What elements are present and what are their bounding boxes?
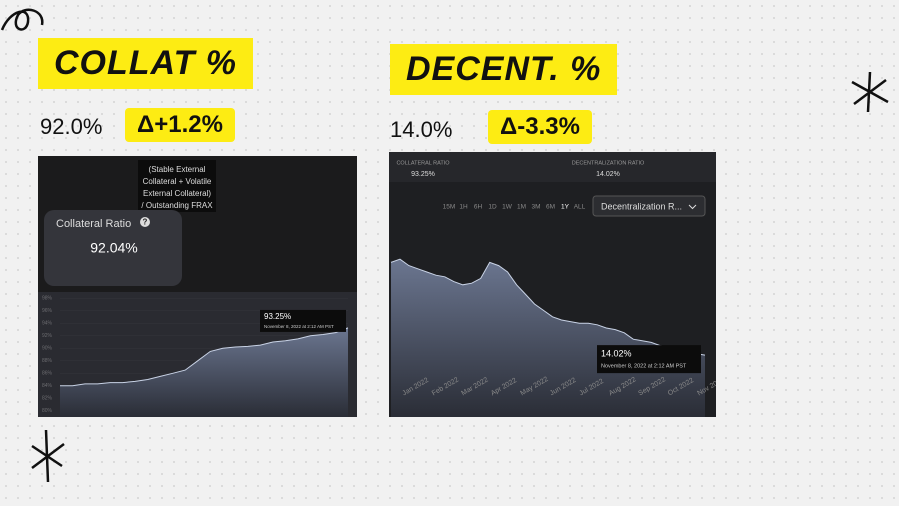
delta: Δ+1.2% [125, 108, 235, 142]
value: 92.0% [40, 114, 103, 139]
range-button[interactable]: 3M [531, 204, 540, 211]
y-tick-label: 82% [42, 396, 53, 402]
hover-box [260, 309, 346, 332]
tooltip-box [138, 160, 216, 212]
chart-screenshot: COLLATERAL RATIO 93.25% DECENTRALIZATION R… [389, 152, 716, 417]
y-tick-label: 88% [42, 358, 53, 364]
heading: COLLAT % [38, 38, 254, 89]
dropdown[interactable] [592, 195, 706, 217]
y-tick-label: 86% [42, 371, 53, 377]
range-button[interactable]: 1Y [561, 204, 570, 211]
star-doodle [31, 429, 65, 483]
range-button[interactable]: 1W [502, 204, 513, 211]
area-fill [60, 327, 348, 417]
card-value: 92.04% [90, 240, 137, 256]
y-tick-label: 96% [42, 308, 53, 314]
tooltip-text: External Collateral) [143, 189, 211, 198]
stat-label: DECENTRALIZATION RATIO [572, 160, 645, 166]
help-icon [140, 217, 150, 227]
tooltip-text: Collateral + Volatile [143, 177, 212, 186]
y-tick-label: 84% [42, 383, 53, 389]
dropdown-text: Decentralization R... [601, 201, 682, 211]
y-tick-label: 94% [42, 321, 53, 327]
line [60, 327, 349, 387]
stats-bar [389, 152, 716, 182]
doodle [0, 8, 44, 31]
card-title: Collateral Ratio [56, 218, 131, 230]
hover-value: 14.02% [601, 349, 632, 359]
hover-date: November 8, 2022 at 2:12 AM PST [264, 324, 334, 329]
y-tick-label: 90% [42, 346, 53, 352]
stat-label: COLLATERAL RATIO [396, 160, 450, 166]
range-button[interactable]: 1H [459, 204, 468, 211]
chart-screenshot: (Stable External Collateral + Volatile Ext… [38, 156, 357, 417]
help-text: ? [143, 218, 148, 227]
y-tick-label: 92% [42, 333, 53, 339]
hover-value: 93.25% [264, 312, 291, 321]
hover-box [597, 345, 701, 374]
value: 14.0% [390, 117, 453, 142]
range-button[interactable]: 15M [443, 204, 456, 211]
stat-value: 93.25% [411, 171, 435, 178]
heading: DECENT. % [390, 44, 618, 95]
star-doodle [851, 71, 889, 113]
range-button[interactable]: 6M [546, 204, 555, 211]
card [44, 210, 182, 286]
range-button[interactable]: ALL [574, 204, 586, 211]
range-button[interactable]: 6H [474, 204, 483, 211]
y-tick-label: 98% [42, 296, 53, 302]
y-tick-label: 80% [42, 408, 53, 414]
stat-value: 14.02% [596, 171, 620, 178]
chevron [688, 204, 697, 210]
tooltip-text: (Stable External [149, 165, 206, 174]
hover-date: November 8, 2022 at 2:12 AM PST [601, 364, 687, 370]
range-button[interactable]: 1D [488, 204, 497, 211]
area-fill [391, 259, 705, 417]
delta: Δ-3.3% [488, 110, 592, 144]
line [390, 258, 706, 356]
range-button[interactable]: 1M [517, 204, 526, 211]
tooltip-text: / Outstanding FRAX [141, 201, 213, 210]
